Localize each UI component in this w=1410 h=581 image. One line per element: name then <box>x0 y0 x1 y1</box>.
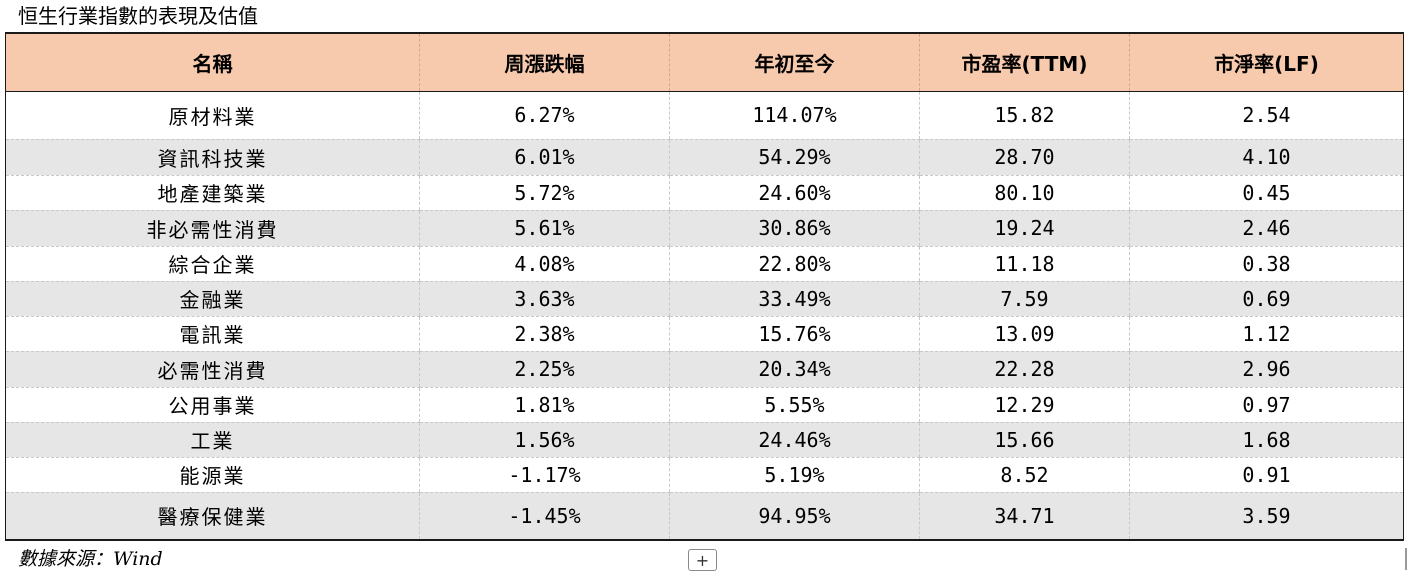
cell-pb-lf: 0.45 <box>1129 175 1404 211</box>
cell-pb-lf: 0.97 <box>1129 387 1404 423</box>
cell-weekly-change: 4.08% <box>419 246 670 282</box>
table-header: 名稱 周漲跌幅 年初至今 市盈率(TTM) 市淨率(LF) <box>5 32 1404 92</box>
cell-name: 必需性消費 <box>5 351 420 388</box>
cell-ytd: 20.34% <box>669 351 920 388</box>
cell-pb-lf: 1.12 <box>1129 316 1404 352</box>
table-row: 地產建築業 5.72% 24.60% 80.10 0.45 <box>5 175 1404 211</box>
cell-pb-lf: 3.59 <box>1129 492 1404 541</box>
cell-weekly-change: 5.61% <box>419 210 670 247</box>
cell-pb-lf: 1.68 <box>1129 422 1404 458</box>
cell-ytd: 15.76% <box>669 316 920 352</box>
table-title: 恒生行業指數的表現及估值 <box>18 4 258 28</box>
cell-name: 資訊科技業 <box>5 139 420 176</box>
column-header-ytd: 年初至今 <box>669 32 920 92</box>
table-row: 醫療保健業 -1.45% 94.95% 34.71 3.59 <box>5 492 1404 541</box>
cell-pb-lf: 2.96 <box>1129 351 1404 388</box>
cell-pb-lf: 2.46 <box>1129 210 1404 247</box>
table-row: 金融業 3.63% 33.49% 7.59 0.69 <box>5 281 1404 317</box>
cell-pb-lf: 4.10 <box>1129 139 1404 176</box>
cell-weekly-change: 2.25% <box>419 351 670 388</box>
cell-pe-ttm: 11.18 <box>919 246 1130 282</box>
cell-pb-lf: 0.38 <box>1129 246 1404 282</box>
table-row: 電訊業 2.38% 15.76% 13.09 1.12 <box>5 316 1404 352</box>
data-table-container: 名稱 周漲跌幅 年初至今 市盈率(TTM) 市淨率(LF) 原材料業 6.27% 1… <box>5 32 1404 541</box>
table-row: 非必需性消費 5.61% 30.86% 19.24 2.46 <box>5 210 1404 247</box>
table-row: 公用事業 1.81% 5.55% 12.29 0.97 <box>5 387 1404 423</box>
cell-pe-ttm: 12.29 <box>919 387 1130 423</box>
cell-pe-ttm: 13.09 <box>919 316 1130 352</box>
cell-pe-ttm: 8.52 <box>919 457 1130 493</box>
header-row: 名稱 周漲跌幅 年初至今 市盈率(TTM) 市淨率(LF) <box>5 32 1404 92</box>
cell-ytd: 54.29% <box>669 139 920 176</box>
cell-ytd: 94.95% <box>669 492 920 541</box>
cell-ytd: 22.80% <box>669 246 920 282</box>
cell-name: 地產建築業 <box>5 175 420 211</box>
cell-name: 能源業 <box>5 457 420 493</box>
cell-ytd: 33.49% <box>669 281 920 317</box>
cell-weekly-change: 2.38% <box>419 316 670 352</box>
cell-weekly-change: 6.27% <box>419 91 670 140</box>
table-row: 資訊科技業 6.01% 54.29% 28.70 4.10 <box>5 139 1404 176</box>
cell-weekly-change: -1.45% <box>419 492 670 541</box>
table-row: 原材料業 6.27% 114.07% 15.82 2.54 <box>5 91 1404 140</box>
cell-name: 金融業 <box>5 281 420 317</box>
cell-name: 工業 <box>5 422 420 458</box>
cell-pb-lf: 0.69 <box>1129 281 1404 317</box>
cell-weekly-change: 3.63% <box>419 281 670 317</box>
cell-pe-ttm: 15.66 <box>919 422 1130 458</box>
cell-weekly-change: -1.17% <box>419 457 670 493</box>
cell-pe-ttm: 15.82 <box>919 91 1130 140</box>
cell-weekly-change: 6.01% <box>419 139 670 176</box>
cell-pe-ttm: 34.71 <box>919 492 1130 541</box>
scrollbar-edge[interactable] <box>1405 548 1407 570</box>
cell-name: 電訊業 <box>5 316 420 352</box>
column-header-name: 名稱 <box>5 32 420 92</box>
source-note: 數據來源：Wind <box>18 548 163 570</box>
cell-name: 公用事業 <box>5 387 420 423</box>
table-row: 能源業 -1.17% 5.19% 8.52 0.91 <box>5 457 1404 493</box>
table-row: 必需性消費 2.25% 20.34% 22.28 2.96 <box>5 351 1404 388</box>
cell-name: 非必需性消費 <box>5 210 420 247</box>
cell-weekly-change: 5.72% <box>419 175 670 211</box>
cell-name: 綜合企業 <box>5 246 420 282</box>
cell-ytd: 114.07% <box>669 91 920 140</box>
cell-pe-ttm: 80.10 <box>919 175 1130 211</box>
table-row: 綜合企業 4.08% 22.80% 11.18 0.38 <box>5 246 1404 282</box>
cell-pe-ttm: 19.24 <box>919 210 1130 247</box>
table-body: 原材料業 6.27% 114.07% 15.82 2.54 資訊科技業 6.01% 54.29… <box>5 91 1404 541</box>
cell-pe-ttm: 28.70 <box>919 139 1130 176</box>
column-header-pe-ttm: 市盈率(TTM) <box>919 32 1130 92</box>
cell-name: 醫療保健業 <box>5 492 420 541</box>
cell-ytd: 5.19% <box>669 457 920 493</box>
cell-pb-lf: 0.91 <box>1129 457 1404 493</box>
cell-ytd: 5.55% <box>669 387 920 423</box>
cell-ytd: 30.86% <box>669 210 920 247</box>
cell-pb-lf: 2.54 <box>1129 91 1404 140</box>
cell-ytd: 24.46% <box>669 422 920 458</box>
cell-weekly-change: 1.81% <box>419 387 670 423</box>
column-header-pb-lf: 市淨率(LF) <box>1129 32 1404 92</box>
cell-weekly-change: 1.56% <box>419 422 670 458</box>
cell-name: 原材料業 <box>5 91 420 140</box>
column-header-weekly-change: 周漲跌幅 <box>419 32 670 92</box>
cell-ytd: 24.60% <box>669 175 920 211</box>
add-button[interactable]: + <box>688 549 717 571</box>
cell-pe-ttm: 22.28 <box>919 351 1130 388</box>
cell-pe-ttm: 7.59 <box>919 281 1130 317</box>
data-table: 名稱 周漲跌幅 年初至今 市盈率(TTM) 市淨率(LF) 原材料業 6.27% 1… <box>5 32 1404 541</box>
table-row: 工業 1.56% 24.46% 15.66 1.68 <box>5 422 1404 458</box>
